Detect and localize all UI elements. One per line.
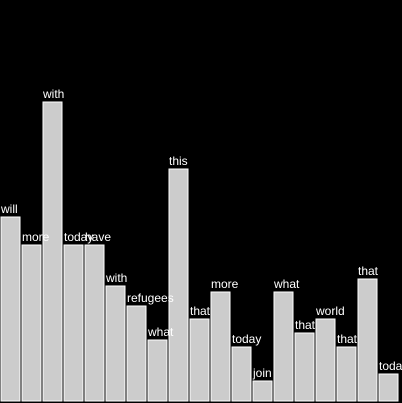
bar-label-today: today <box>64 230 93 244</box>
bars-group <box>0 101 399 402</box>
bar-that <box>336 346 357 402</box>
bar-label-what: what <box>273 277 300 291</box>
bar-label-that: that <box>337 332 358 346</box>
bar-join <box>252 380 273 402</box>
bar-today <box>378 373 399 402</box>
bar-label-join: join <box>252 366 272 380</box>
bar-have <box>84 244 105 402</box>
bar-label-more: more <box>211 277 239 291</box>
bar-label-that: that <box>190 304 211 318</box>
labels-group: willmorewithtodayhavewithrefugeeswhatthi… <box>0 87 402 380</box>
bar-label-that: that <box>295 318 316 332</box>
bar-today <box>231 346 252 402</box>
bar-refugees <box>126 305 147 402</box>
bar-will <box>0 216 21 402</box>
bar-world <box>315 318 336 402</box>
bar-with <box>105 285 126 402</box>
bar-label-world: world <box>315 304 345 318</box>
bar-more <box>210 291 231 402</box>
bar-label-will: will <box>0 202 18 216</box>
bar-label-with: with <box>105 271 127 285</box>
bar-label-with: with <box>42 87 64 101</box>
bar-today <box>63 244 84 402</box>
bar-label-this: this <box>169 154 188 168</box>
bar-what <box>273 291 294 402</box>
bar-with <box>42 101 63 402</box>
bar-more <box>21 244 42 402</box>
bar-label-what: what <box>147 325 174 339</box>
bar-label-that: that <box>358 264 379 278</box>
bar-that <box>357 278 378 402</box>
bar-label-today: today <box>379 359 402 373</box>
bar-that <box>294 332 315 402</box>
bar-this <box>168 168 189 402</box>
bar-label-refugees: refugees <box>127 291 174 305</box>
bar-what <box>147 339 168 402</box>
bar-label-more: more <box>22 230 50 244</box>
bar-that <box>189 318 210 402</box>
bar-label-have: have <box>85 230 111 244</box>
bar-label-today: today <box>232 332 261 346</box>
